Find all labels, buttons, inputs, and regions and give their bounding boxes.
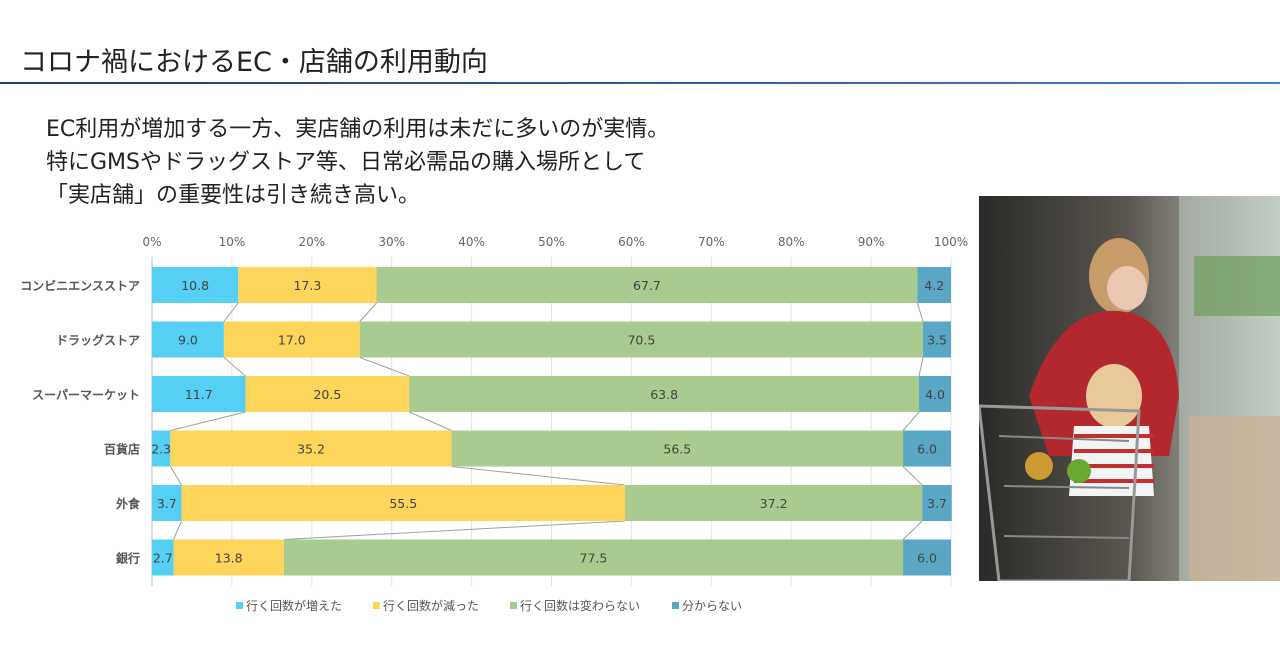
data-label: 3.7: [927, 496, 947, 511]
series-line: [902, 411, 920, 431]
bar-segment: [923, 321, 951, 358]
data-label: 67.7: [633, 278, 661, 293]
bar-segment: [152, 321, 224, 358]
data-label: 55.5: [389, 496, 417, 511]
data-label: 35.2: [297, 442, 325, 457]
bar-segment: [245, 376, 410, 412]
series-line: [916, 302, 924, 322]
bar-segment: [152, 485, 182, 521]
bar-segment: [181, 485, 626, 521]
photo-illustration: [979, 196, 1280, 581]
bar-segment: [238, 267, 377, 303]
data-label: 17.3: [293, 278, 321, 293]
data-label: 2.3: [151, 442, 171, 457]
data-label: 6.0: [917, 551, 937, 566]
data-label: 3.5: [927, 333, 947, 348]
category-label: スーパーマーケット: [32, 388, 140, 402]
data-label: 56.5: [663, 442, 691, 457]
series-line: [409, 411, 452, 431]
category-label: コンビニエンスストア: [20, 278, 140, 293]
data-label: 10.8: [181, 278, 209, 293]
legend-swatch: [373, 602, 380, 609]
x-tick-label: 100%: [934, 235, 968, 249]
data-label: 63.8: [650, 387, 678, 402]
bar-segment: [170, 430, 452, 467]
category-label: 外食: [116, 496, 141, 511]
legend-swatch: [236, 602, 243, 609]
data-label: 70.5: [627, 333, 655, 348]
series-line: [359, 357, 410, 377]
bar-segment: [173, 539, 284, 576]
bar-segment: [359, 321, 924, 358]
bar-segment: [922, 485, 952, 521]
data-label: 3.7: [157, 496, 177, 511]
bar-segment: [919, 376, 951, 412]
shopping-photo: [979, 196, 1280, 581]
bar-segment: [223, 321, 360, 358]
legend-label: 分からない: [682, 599, 742, 613]
data-label: 13.8: [215, 551, 243, 566]
data-label: 4.2: [924, 278, 944, 293]
bar-segment: [152, 430, 171, 467]
data-label: 4.0: [925, 387, 945, 402]
x-tick-label: 70%: [698, 235, 725, 249]
legend-swatch: [510, 602, 517, 609]
category-label: ドラッグストア: [56, 333, 140, 348]
data-label: 9.0: [178, 333, 198, 348]
series-line: [359, 302, 377, 322]
data-label: 6.0: [917, 442, 937, 457]
x-tick-label: 90%: [858, 235, 885, 249]
bar-segment: [917, 267, 951, 303]
series-line: [223, 302, 239, 322]
stacked-bar-chart: 0% 10% 20% 30% 40% 50% 60% 70% 80% 90% 100% コンビニエンス…: [20, 235, 968, 613]
series-line: [173, 520, 183, 540]
title-divider: [0, 82, 1280, 84]
series-line: [170, 411, 246, 431]
lead-line-1: EC利用が増加する一方、実店舗の利用は未だに多いのが実情。: [46, 117, 670, 142]
data-label: 77.5: [580, 551, 608, 566]
series-line: [902, 520, 923, 540]
lead-text: EC利用が増加する一方、実店舗の利用は未だに多いのが実情。 特にGMSやドラッグ…: [46, 113, 669, 212]
bar-segment: [903, 539, 951, 576]
x-tick-label: 20%: [298, 235, 325, 249]
bar-segment: [283, 539, 904, 576]
x-tick-label: 30%: [378, 235, 405, 249]
bar-segment: [152, 267, 239, 303]
legend-label: 行く回数は変わらない: [520, 598, 640, 613]
x-tick-label: 60%: [618, 235, 645, 249]
bar-segment: [152, 539, 174, 576]
series-line: [283, 520, 626, 540]
series-line: [223, 357, 246, 377]
data-label: 37.2: [760, 496, 788, 511]
bar-segment: [409, 376, 920, 412]
lead-line-2: 特にGMSやドラッグストア等、日常必需品の購入場所として: [46, 150, 646, 175]
series-line: [169, 466, 182, 486]
lead-line-3: 「実店舗」の重要性は引き続き高い。: [46, 183, 421, 208]
bar-segment: [152, 376, 246, 412]
legend-label: 行く回数が減った: [383, 598, 479, 613]
bar-segment: [625, 485, 923, 521]
x-tick-label: 0%: [142, 235, 161, 249]
data-label: 11.7: [185, 387, 213, 402]
series-line: [902, 466, 923, 486]
x-tick-label: 10%: [219, 235, 246, 249]
bar-segment: [376, 267, 918, 303]
x-tick-label: 40%: [458, 235, 485, 249]
data-label: 17.0: [278, 333, 306, 348]
series-line: [451, 466, 626, 486]
data-label: 20.5: [313, 387, 341, 402]
series-line: [918, 357, 924, 377]
bar-segment: [903, 430, 951, 467]
category-label: 百貨店: [104, 442, 140, 457]
category-label: 銀行: [115, 551, 140, 566]
data-label: 2.7: [153, 551, 173, 566]
legend-swatch: [672, 602, 679, 609]
slide-title: コロナ禍におけるEC・店舗の利用動向: [20, 47, 488, 78]
bar-segment: [451, 430, 904, 467]
x-tick-label: 80%: [778, 235, 805, 249]
legend-label: 行く回数が増えた: [246, 598, 342, 613]
x-tick-label: 50%: [538, 235, 565, 249]
